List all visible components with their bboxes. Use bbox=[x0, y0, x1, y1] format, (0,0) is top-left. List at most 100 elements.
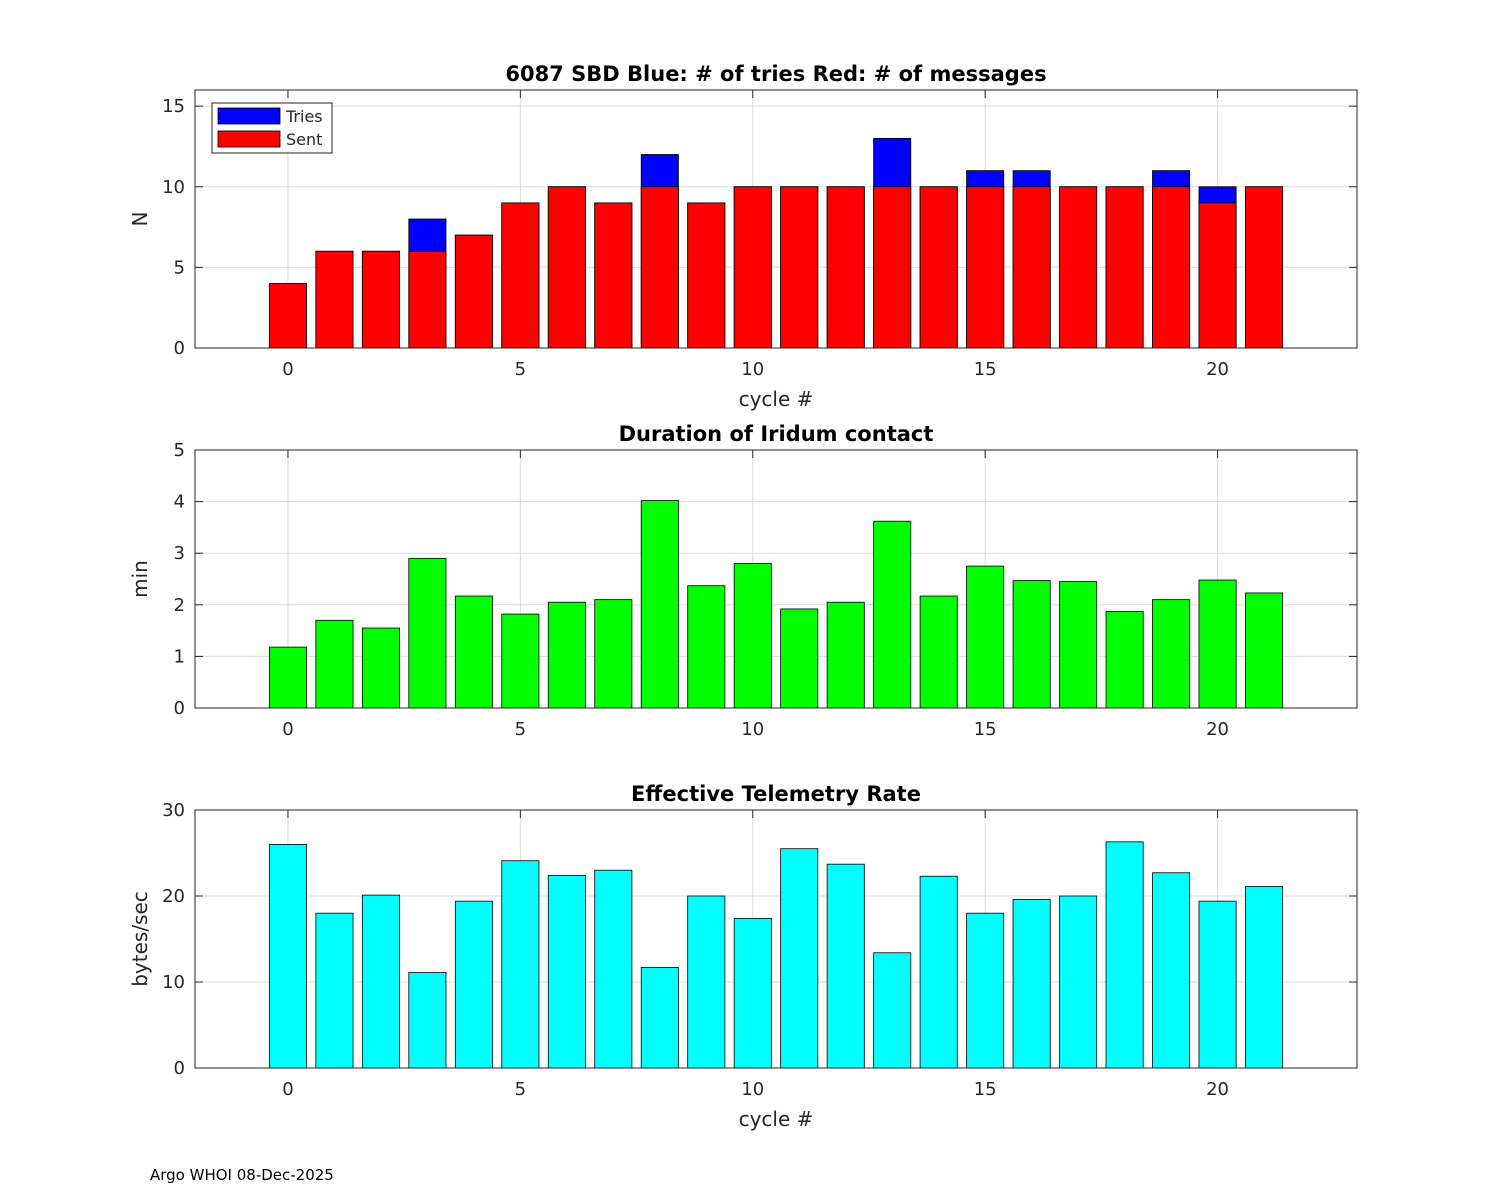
bar-sent-cycle-10 bbox=[733, 186, 772, 349]
bar-rate-cycle-12 bbox=[826, 863, 865, 1069]
chart-title: 6087 SBD Blue: # of tries Red: # of mess… bbox=[505, 62, 1046, 86]
bar-sent-cycle-8 bbox=[640, 186, 679, 349]
bar-rate-cycle-7 bbox=[594, 869, 633, 1069]
footer-credit: Argo WHOI 08-Dec-2025 bbox=[150, 1166, 334, 1184]
bar-sent-cycle-21 bbox=[1245, 186, 1284, 349]
bar-rate-cycle-18 bbox=[1105, 841, 1144, 1069]
bar-sent-cycle-20 bbox=[1198, 202, 1237, 349]
bar-duration-cycle-4 bbox=[454, 595, 493, 709]
bar-rate-cycle-10 bbox=[733, 917, 772, 1069]
bar-duration-cycle-14 bbox=[919, 595, 958, 709]
bar-rate-cycle-4 bbox=[454, 900, 493, 1069]
bar-rate-cycle-11 bbox=[780, 848, 819, 1069]
bar-sent-cycle-5 bbox=[501, 202, 540, 349]
bar-sent-cycle-19 bbox=[1152, 186, 1191, 349]
y-axis-label: N bbox=[128, 212, 152, 227]
bar-rate-cycle-6 bbox=[547, 874, 586, 1069]
axes-box bbox=[194, 809, 1358, 1069]
x-tick-label: 15 bbox=[974, 719, 997, 740]
chart-title: Effective Telemetry Rate bbox=[631, 782, 921, 806]
bar-sent-cycle-11 bbox=[780, 186, 819, 349]
x-tick-label: 5 bbox=[515, 1079, 526, 1100]
bar-sent-cycle-7 bbox=[594, 202, 633, 349]
bar-sent-cycle-9 bbox=[687, 202, 726, 349]
series-rate bbox=[268, 841, 1284, 1069]
x-tick-label: 20 bbox=[1206, 1079, 1229, 1100]
x-tick-label: 15 bbox=[974, 1079, 997, 1100]
bar-rate-cycle-1 bbox=[315, 912, 354, 1069]
bar-rate-cycle-15 bbox=[966, 912, 1005, 1069]
bar-duration-cycle-7 bbox=[594, 599, 633, 709]
bar-rate-cycle-9 bbox=[687, 895, 726, 1069]
y-tick-label: 1 bbox=[174, 646, 185, 667]
bar-rate-cycle-16 bbox=[1012, 899, 1051, 1069]
bar-sent-cycle-4 bbox=[454, 234, 493, 349]
bar-sent-cycle-6 bbox=[547, 186, 586, 349]
bar-rate-cycle-20 bbox=[1198, 900, 1237, 1069]
y-tick-label: 3 bbox=[174, 543, 185, 564]
legend-label-sent: Sent bbox=[286, 130, 322, 149]
series-duration bbox=[268, 500, 1284, 709]
bar-duration-cycle-8 bbox=[640, 500, 679, 709]
x-tick-label: 0 bbox=[282, 359, 293, 380]
bar-sent-cycle-14 bbox=[919, 186, 958, 349]
bar-duration-cycle-5 bbox=[501, 613, 540, 709]
bar-duration-cycle-0 bbox=[268, 646, 307, 709]
bar-sent-cycle-13 bbox=[873, 186, 912, 349]
bar-sent-cycle-18 bbox=[1105, 186, 1144, 349]
bar-duration-cycle-6 bbox=[547, 601, 586, 709]
bar-duration-cycle-11 bbox=[780, 608, 819, 709]
bar-rate-cycle-3 bbox=[408, 972, 447, 1069]
legend: Tries Sent bbox=[211, 102, 333, 154]
legend-swatch-sent bbox=[217, 130, 281, 148]
x-tick-label: 5 bbox=[515, 359, 526, 380]
x-tick-label: 10 bbox=[741, 1079, 764, 1100]
bar-duration-cycle-9 bbox=[687, 585, 726, 709]
chart-panel-1: 0 5 10 15 20 0 5 10 15 6087 SBD Blue: # of tries … bbox=[128, 62, 1358, 411]
bar-sent-cycle-2 bbox=[361, 250, 400, 349]
x-tick-label: 20 bbox=[1206, 359, 1229, 380]
x-tick-label: 20 bbox=[1206, 719, 1229, 740]
bar-rate-cycle-5 bbox=[501, 860, 540, 1069]
bar-duration-cycle-13 bbox=[873, 520, 912, 709]
bar-sent-cycle-0 bbox=[268, 283, 307, 349]
bar-rate-cycle-19 bbox=[1152, 872, 1191, 1069]
y-tick-label: 0 bbox=[174, 1058, 185, 1079]
bar-rate-cycle-13 bbox=[873, 952, 912, 1069]
bar-duration-cycle-19 bbox=[1152, 599, 1191, 709]
bar-duration-cycle-3 bbox=[408, 557, 447, 709]
series-sent bbox=[268, 186, 1284, 349]
bar-duration-cycle-17 bbox=[1059, 581, 1098, 709]
bar-duration-cycle-16 bbox=[1012, 580, 1051, 709]
bar-duration-cycle-20 bbox=[1198, 579, 1237, 709]
y-tick-label: 15 bbox=[162, 96, 185, 117]
y-tick-label: 10 bbox=[162, 177, 185, 198]
bar-sent-cycle-12 bbox=[826, 186, 865, 349]
x-tick-label: 0 bbox=[282, 719, 293, 740]
chart-panel-3: 0 5 10 15 20 0 10 20 30 Effective Telemetry Rate c… bbox=[128, 782, 1358, 1131]
bar-sent-cycle-17 bbox=[1059, 186, 1098, 349]
x-axis-label: cycle # bbox=[739, 387, 814, 411]
x-tick-label: 10 bbox=[741, 719, 764, 740]
bar-duration-cycle-18 bbox=[1105, 611, 1144, 709]
bar-rate-cycle-2 bbox=[361, 894, 400, 1069]
y-tick-label: 5 bbox=[174, 440, 185, 461]
x-tick-label: 10 bbox=[741, 359, 764, 380]
axes-box bbox=[194, 449, 1358, 709]
bar-rate-cycle-0 bbox=[268, 844, 307, 1069]
bar-duration-cycle-15 bbox=[966, 565, 1005, 709]
bar-rate-cycle-21 bbox=[1245, 886, 1284, 1069]
legend-swatch-tries bbox=[217, 107, 281, 125]
y-tick-label: 0 bbox=[174, 698, 185, 719]
chart-title: Duration of Iridum contact bbox=[619, 422, 934, 446]
x-tick-label: 15 bbox=[974, 359, 997, 380]
y-axis-label: min bbox=[128, 560, 152, 598]
bar-duration-cycle-12 bbox=[826, 601, 865, 709]
bar-duration-cycle-2 bbox=[361, 627, 400, 709]
y-tick-label: 4 bbox=[174, 492, 185, 513]
bar-duration-cycle-10 bbox=[733, 563, 772, 709]
y-tick-label: 30 bbox=[162, 800, 185, 821]
legend-label-tries: Tries bbox=[285, 107, 323, 126]
y-tick-label: 2 bbox=[174, 595, 185, 616]
